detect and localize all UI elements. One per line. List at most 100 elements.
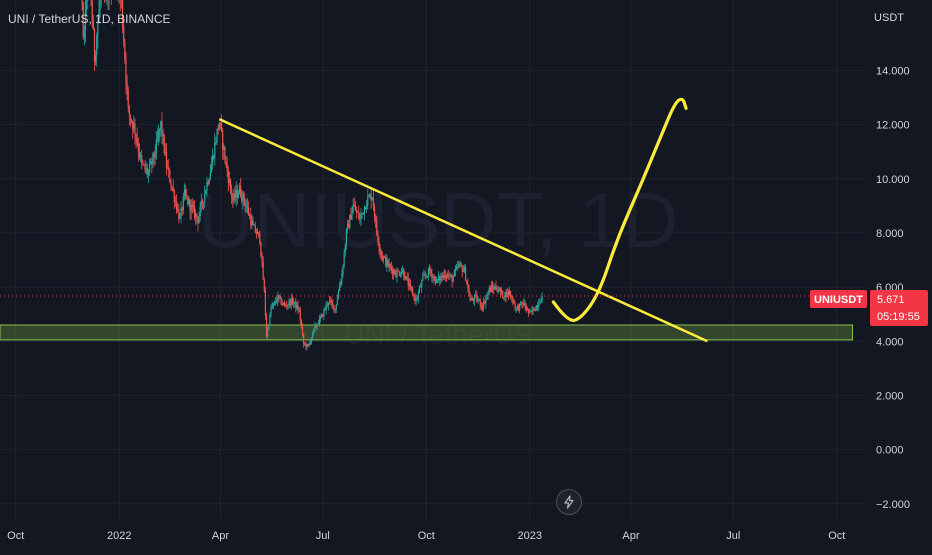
candle-body <box>471 298 472 300</box>
candle-body <box>236 190 237 197</box>
candle-body <box>483 301 484 309</box>
candle-body <box>477 300 478 301</box>
candle-body <box>158 131 159 138</box>
candle-body <box>363 213 364 214</box>
candle-body <box>285 305 286 306</box>
candle-body <box>286 306 287 307</box>
candle-body <box>322 315 323 317</box>
candle-body <box>507 291 508 297</box>
x-tick-label: Apr <box>622 530 639 542</box>
candle-body <box>161 121 162 136</box>
candle-body <box>265 291 266 316</box>
candle-body <box>335 309 336 311</box>
candle-body <box>512 297 513 303</box>
lightning-icon[interactable] <box>556 489 582 515</box>
candle-body <box>394 271 395 275</box>
candle-body <box>539 303 540 304</box>
candle-body <box>384 257 385 258</box>
candle-body <box>131 120 132 122</box>
candle-body <box>157 138 158 139</box>
candle-body <box>502 291 503 298</box>
candle-body <box>440 276 441 280</box>
candle-body <box>470 296 471 300</box>
candle-body <box>458 264 459 268</box>
candle-body <box>287 305 288 306</box>
candle-body <box>368 196 369 197</box>
candle-body <box>346 229 347 245</box>
candle-body <box>239 186 240 194</box>
candle-body <box>207 182 208 184</box>
candle-body <box>162 135 163 136</box>
candle-body <box>308 344 309 345</box>
candle-body <box>200 206 201 216</box>
candle-body <box>389 264 390 267</box>
candle-body <box>541 296 542 301</box>
candle-body <box>135 134 136 138</box>
candle-body <box>264 280 265 291</box>
candle-body <box>333 305 334 311</box>
candle-body <box>356 211 357 212</box>
candle-body <box>272 306 273 308</box>
candle-body <box>209 179 210 184</box>
candle-body <box>419 288 420 293</box>
candle-body <box>164 135 165 153</box>
candle-body <box>453 277 454 282</box>
candle-body <box>376 220 377 234</box>
candle-body <box>175 201 176 202</box>
candle-body <box>416 299 417 301</box>
candle-body <box>480 300 481 306</box>
candle-body <box>527 309 528 310</box>
candle-body <box>355 206 356 211</box>
candle-body <box>517 306 518 308</box>
candle-body <box>373 198 374 207</box>
candle-body <box>484 301 485 303</box>
candle-body <box>390 264 391 266</box>
candle-body <box>248 207 249 215</box>
candle-body <box>332 303 333 305</box>
candle-body <box>246 206 247 207</box>
candle-body <box>536 306 537 311</box>
candle-body <box>420 287 421 288</box>
candle-body <box>489 288 490 293</box>
candle-body <box>278 295 279 297</box>
candle-body <box>385 257 386 266</box>
candle-body <box>274 301 275 303</box>
candle-body <box>220 123 221 124</box>
candle-body <box>463 271 464 272</box>
candle-body <box>468 288 469 296</box>
candle-body <box>152 153 153 164</box>
candle-body <box>176 201 177 210</box>
candle-body <box>132 122 133 129</box>
candle-body <box>320 317 321 318</box>
candle-body <box>147 168 148 174</box>
support-zone[interactable] <box>0 325 853 340</box>
candle-body <box>485 298 486 303</box>
candle-body <box>327 305 328 306</box>
candle-body <box>349 215 350 228</box>
x-tick-label: 2023 <box>517 530 541 542</box>
candle-body <box>191 204 192 211</box>
candle-body <box>267 328 268 336</box>
candle-body <box>319 318 320 324</box>
candle-body <box>401 273 402 275</box>
candle-body <box>210 172 211 179</box>
candle-body <box>221 123 222 130</box>
candle-body <box>423 275 424 276</box>
candle-body <box>245 202 246 207</box>
candle-body <box>452 276 453 282</box>
candle-body <box>84 31 85 38</box>
candle-body <box>345 245 346 252</box>
candle-body <box>445 276 446 278</box>
candle-body <box>431 273 432 278</box>
candle-body <box>292 298 293 303</box>
symbol-title[interactable]: UNI / TetherUS, 1D, BINANCE <box>8 12 171 26</box>
candle-body <box>392 269 393 274</box>
candle-body <box>427 276 428 277</box>
candle-body <box>537 306 538 307</box>
candle-body <box>295 301 296 308</box>
candle-body <box>211 165 212 172</box>
candle-body <box>309 343 310 345</box>
candle-body <box>148 172 149 174</box>
